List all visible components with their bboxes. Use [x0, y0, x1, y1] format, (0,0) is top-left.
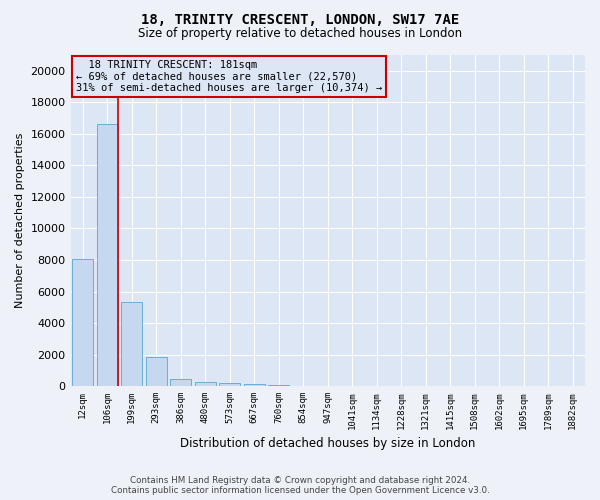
Bar	[73, 259, 93, 386]
Bar	[244, 384, 265, 386]
Text: 18 TRINITY CRESCENT: 181sqm
← 69% of detached houses are smaller (22,570)
31% of: 18 TRINITY CRESCENT: 181sqm ← 69% of det…	[76, 60, 382, 93]
Y-axis label: Number of detached properties: Number of detached properties	[15, 133, 25, 308]
Bar	[170, 378, 191, 386]
X-axis label: Distribution of detached houses by size in London: Distribution of detached houses by size …	[180, 437, 475, 450]
Bar	[97, 124, 118, 386]
Bar	[195, 382, 215, 386]
Text: Contains HM Land Registry data © Crown copyright and database right 2024.
Contai: Contains HM Land Registry data © Crown c…	[110, 476, 490, 495]
Bar	[146, 356, 167, 386]
Bar	[220, 384, 240, 386]
Text: 18, TRINITY CRESCENT, LONDON, SW17 7AE: 18, TRINITY CRESCENT, LONDON, SW17 7AE	[141, 12, 459, 26]
Bar	[268, 384, 289, 386]
Text: Size of property relative to detached houses in London: Size of property relative to detached ho…	[138, 28, 462, 40]
Bar	[121, 302, 142, 386]
